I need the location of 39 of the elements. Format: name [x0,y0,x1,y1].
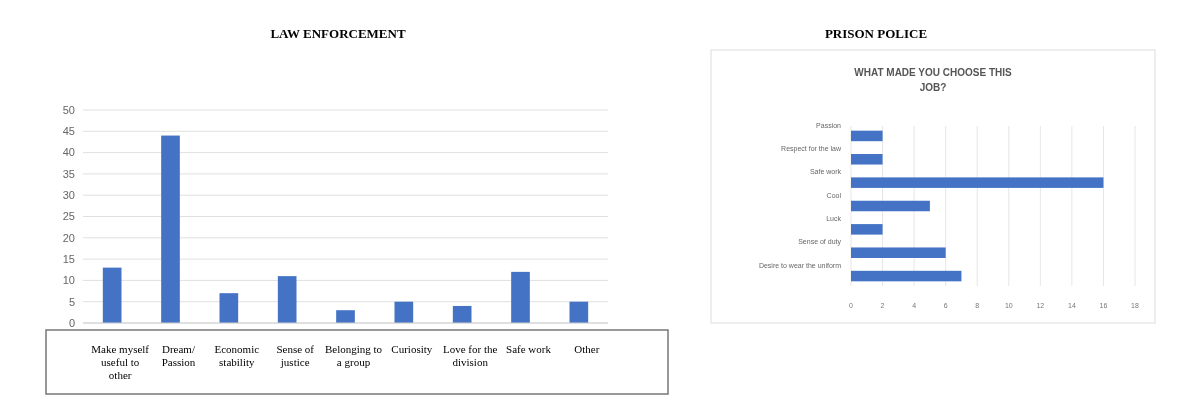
x-tick-label: Sense of justice [276,343,315,368]
x-tick-label: Make myself useful to other [91,343,150,381]
bar [569,301,589,323]
bar [452,305,472,323]
bar [851,154,883,165]
x-tick-label: Curiosity [391,343,433,355]
bar [394,301,414,323]
y-tick-label: 20 [62,231,75,244]
bar [102,267,122,323]
y-tick-label: 0 [68,316,75,329]
x-tick-label: Economic stability [214,343,260,368]
x-tick-label: Other [574,343,600,355]
y-tick-label: 5 [68,295,75,308]
chart-title: PRISON POLICE [824,26,928,41]
x-tick-label: Dream/ Passion [161,343,196,368]
y-tick-label: 10 [62,274,75,287]
bar [851,200,930,212]
bar [277,276,297,323]
y-tick-label: 15 [62,252,75,265]
chart-title: LAW ENFORCEMENT [270,26,406,41]
bar [511,271,530,323]
bar [336,310,355,323]
y-tick-label: 35 [62,167,75,180]
x-tick-label: Belonging to a group [324,343,383,368]
bar [219,293,239,323]
y-tick-label: 45 [62,125,75,138]
x-tick-label: Love for the division [442,343,498,368]
bar [851,247,946,258]
bar [851,177,1104,188]
bar [851,130,883,142]
bar [851,270,962,282]
y-tick-label: 25 [62,210,75,223]
chart-subtitle: WHAT MADE YOU CHOOSE THIS JOB? [854,67,1013,93]
y-tick-label: 40 [62,146,75,159]
x-tick-label: Safe work [506,343,552,355]
bar [161,135,180,323]
bar [851,224,883,235]
y-tick-label: 30 [62,189,75,202]
y-tick-label: 50 [62,103,75,116]
